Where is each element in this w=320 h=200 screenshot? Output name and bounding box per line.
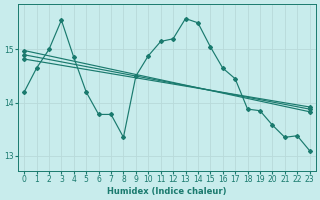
- X-axis label: Humidex (Indice chaleur): Humidex (Indice chaleur): [107, 187, 227, 196]
